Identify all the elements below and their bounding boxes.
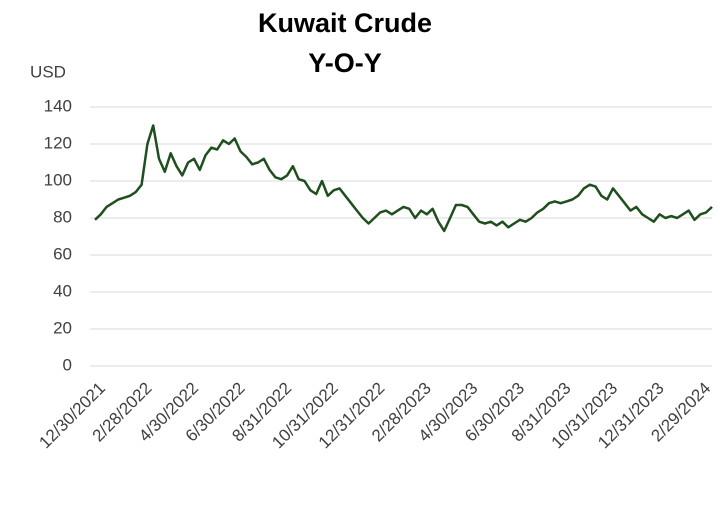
y-tick-label: 20 xyxy=(53,318,72,337)
y-tick-label: 60 xyxy=(53,244,72,263)
y-tick-label: 100 xyxy=(44,170,72,189)
y-tick-label: 40 xyxy=(53,281,72,300)
y-tick-label: 140 xyxy=(44,96,72,115)
y-tick-label: 0 xyxy=(63,355,72,374)
y-tick-label: 80 xyxy=(53,207,72,226)
y-axis-label: USD xyxy=(30,62,66,81)
chart-subtitle: Y-O-Y xyxy=(308,48,382,78)
chart-title: Kuwait Crude xyxy=(258,8,432,38)
data-line xyxy=(94,124,713,233)
y-tick-label: 120 xyxy=(44,133,72,152)
